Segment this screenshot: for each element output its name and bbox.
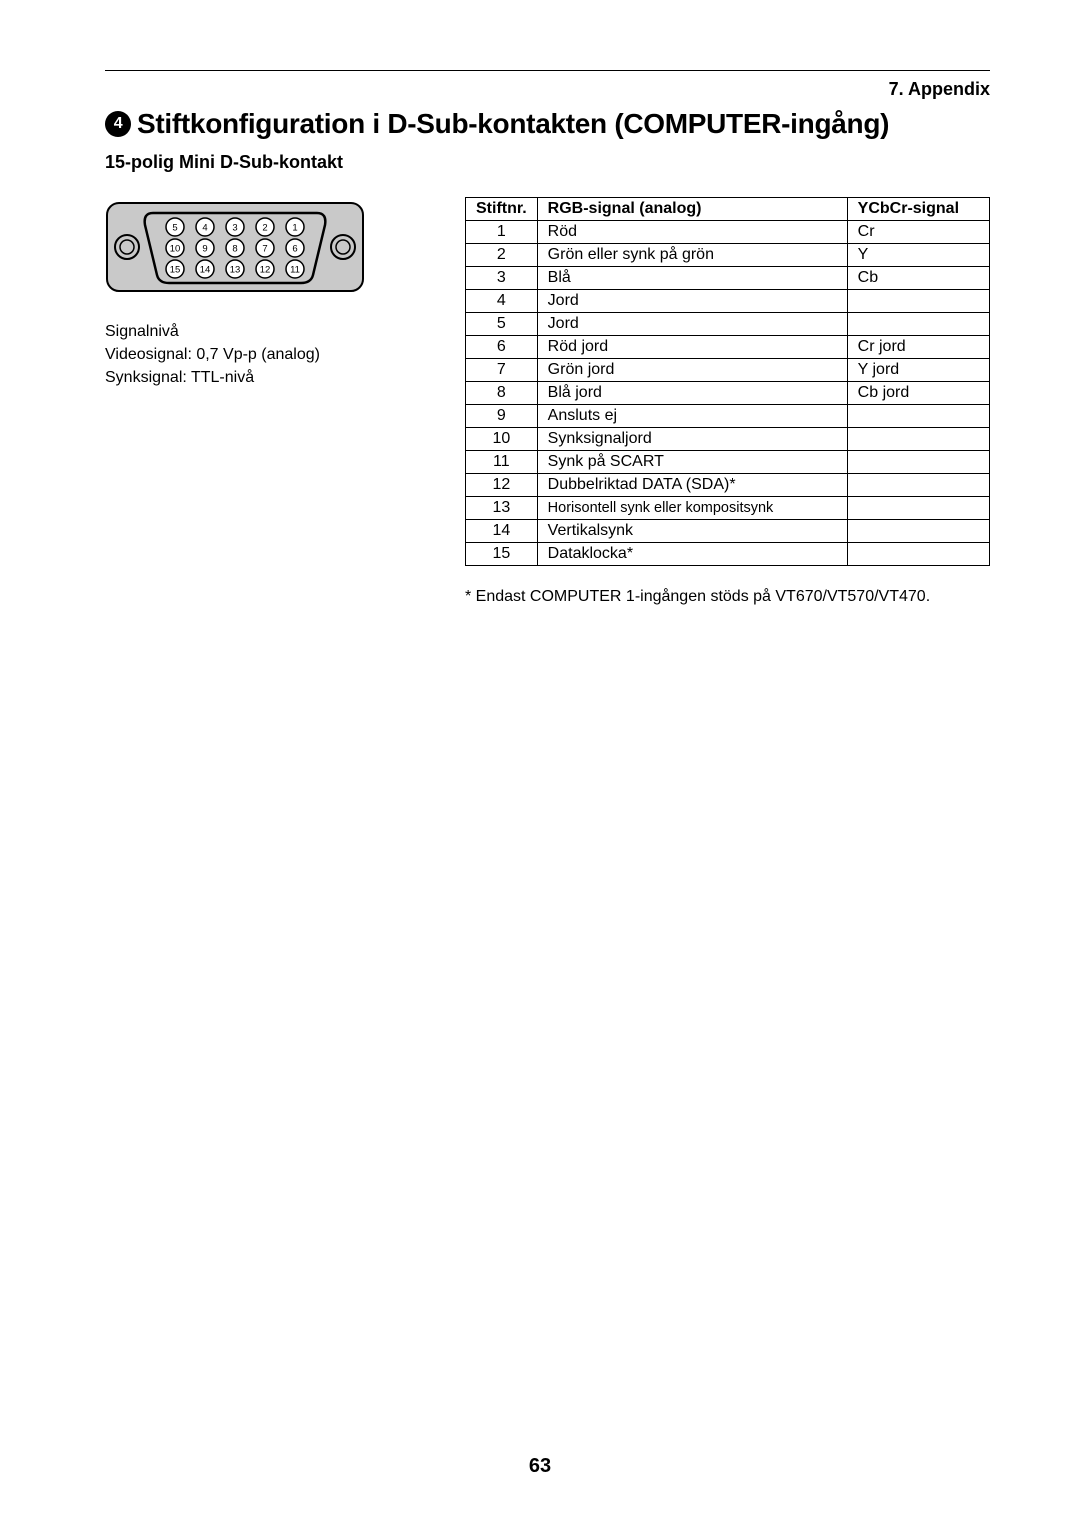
cell-rgb: Dataklocka* (537, 543, 847, 566)
svg-text:9: 9 (202, 244, 207, 255)
table-row: 12Dubbelriktad DATA (SDA)* (466, 474, 990, 497)
svg-text:4: 4 (202, 223, 207, 234)
svg-text:14: 14 (200, 265, 211, 276)
cell-pin: 3 (466, 267, 538, 290)
table-row: 15Dataklocka* (466, 543, 990, 566)
cell-ycbcr: Y (847, 244, 989, 267)
page-title: 4 Stiftkonfiguration i D-Sub-kontakten (… (105, 108, 990, 140)
cell-ycbcr: Cr (847, 221, 989, 244)
svg-text:11: 11 (290, 265, 300, 276)
cell-pin: 6 (466, 336, 538, 359)
cell-rgb: Röd jord (537, 336, 847, 359)
pin-table: Stiftnr. RGB-signal (analog) YCbCr-signa… (465, 197, 990, 566)
cell-rgb: Ansluts ej (537, 405, 847, 428)
table-row: 7Grön jordY jord (466, 359, 990, 382)
signal-info: Signalnivå Videosignal: 0,7 Vp-p (analog… (105, 320, 405, 390)
cell-pin: 12 (466, 474, 538, 497)
header-rgb: RGB-signal (analog) (537, 198, 847, 221)
page-number: 63 (0, 1455, 1080, 1478)
title-text: Stiftkonfiguration i D-Sub-kontakten (CO… (137, 108, 889, 140)
cell-pin: 1 (466, 221, 538, 244)
cell-rgb: Jord (537, 290, 847, 313)
cell-pin: 5 (466, 313, 538, 336)
cell-pin: 15 (466, 543, 538, 566)
cell-ycbcr (847, 474, 989, 497)
cell-pin: 4 (466, 290, 538, 313)
svg-text:13: 13 (230, 265, 241, 276)
cell-pin: 2 (466, 244, 538, 267)
cell-ycbcr (847, 290, 989, 313)
cell-ycbcr: Cb (847, 267, 989, 290)
table-row: 8Blå jordCb jord (466, 382, 990, 405)
cell-ycbcr (847, 497, 989, 520)
cell-rgb: Vertikalsynk (537, 520, 847, 543)
cell-pin: 14 (466, 520, 538, 543)
cell-ycbcr: Y jord (847, 359, 989, 382)
table-row: 4Jord (466, 290, 990, 313)
header-ycbcr: YCbCr-signal (847, 198, 989, 221)
cell-rgb: Jord (537, 313, 847, 336)
cell-rgb: Dubbelriktad DATA (SDA)* (537, 474, 847, 497)
table-row: 1RödCr (466, 221, 990, 244)
cell-ycbcr (847, 520, 989, 543)
svg-text:10: 10 (170, 244, 181, 255)
cell-ycbcr: Cb jord (847, 382, 989, 405)
cell-rgb: Synk på SCART (537, 451, 847, 474)
breadcrumb: 7. Appendix (105, 79, 990, 100)
cell-rgb: Blå (537, 267, 847, 290)
svg-text:6: 6 (292, 244, 297, 255)
table-row: 13Horisontell synk eller kompositsynk (466, 497, 990, 520)
cell-pin: 8 (466, 382, 538, 405)
svg-text:8: 8 (232, 244, 237, 255)
signal-line-3: Synksignal: TTL-nivå (105, 366, 405, 389)
table-row: 5Jord (466, 313, 990, 336)
cell-rgb: Synksignaljord (537, 428, 847, 451)
svg-text:5: 5 (172, 223, 177, 234)
cell-rgb: Blå jord (537, 382, 847, 405)
table-row: 3BlåCb (466, 267, 990, 290)
section-number-icon: 4 (105, 111, 131, 137)
svg-text:7: 7 (262, 244, 267, 255)
header-pin: Stiftnr. (466, 198, 538, 221)
cell-pin: 9 (466, 405, 538, 428)
svg-text:3: 3 (232, 223, 237, 234)
cell-ycbcr: Cr jord (847, 336, 989, 359)
cell-pin: 7 (466, 359, 538, 382)
table-row: 6Röd jordCr jord (466, 336, 990, 359)
top-rule (105, 70, 990, 71)
signal-line-2: Videosignal: 0,7 Vp-p (analog) (105, 343, 405, 366)
cell-ycbcr (847, 451, 989, 474)
table-row: 10Synksignaljord (466, 428, 990, 451)
subtitle: 15-polig Mini D-Sub-kontakt (105, 152, 990, 173)
cell-rgb: Horisontell synk eller kompositsynk (537, 497, 847, 520)
cell-rgb: Grön eller synk på grön (537, 244, 847, 267)
footnote: * Endast COMPUTER 1-ingången stöds på VT… (465, 588, 990, 606)
svg-text:1: 1 (292, 223, 297, 234)
table-row: 9Ansluts ej (466, 405, 990, 428)
dsub-connector-diagram: 5 4 3 2 1 10 9 8 7 6 15 14 13 12 11 (105, 197, 405, 302)
table-row: 2Grön eller synk på grönY (466, 244, 990, 267)
cell-ycbcr (847, 313, 989, 336)
cell-ycbcr (847, 428, 989, 451)
table-header-row: Stiftnr. RGB-signal (analog) YCbCr-signa… (466, 198, 990, 221)
svg-text:15: 15 (170, 265, 181, 276)
cell-pin: 13 (466, 497, 538, 520)
cell-ycbcr (847, 405, 989, 428)
cell-ycbcr (847, 543, 989, 566)
signal-line-1: Signalnivå (105, 320, 405, 343)
table-row: 14Vertikalsynk (466, 520, 990, 543)
table-row: 11Synk på SCART (466, 451, 990, 474)
cell-pin: 10 (466, 428, 538, 451)
cell-pin: 11 (466, 451, 538, 474)
svg-text:12: 12 (260, 265, 271, 276)
svg-text:2: 2 (262, 223, 267, 234)
cell-rgb: Röd (537, 221, 847, 244)
cell-rgb: Grön jord (537, 359, 847, 382)
